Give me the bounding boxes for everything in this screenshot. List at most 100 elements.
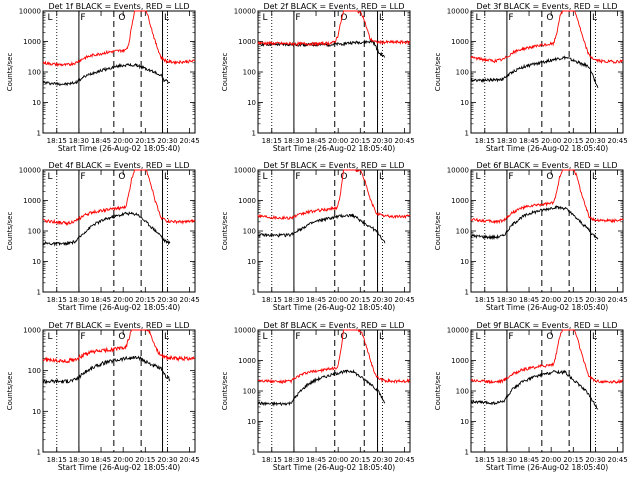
x-axis-label: Start Time (26-Aug-02 18:05:40): [58, 303, 180, 312]
plot-frame: [470, 169, 624, 293]
y-tick-label: 1000: [451, 197, 469, 205]
marker-l: L: [592, 332, 597, 342]
series-events-line: [42, 62, 170, 87]
y-tick-label: 10: [460, 258, 469, 266]
marker-f: F: [80, 13, 85, 23]
x-tick-label: 20:15: [135, 296, 155, 304]
series-events-line: [257, 369, 386, 407]
marker-l: L: [476, 172, 481, 182]
marker-f: F: [295, 13, 300, 23]
y-axis-label: Counts/sec: [6, 372, 14, 411]
plot-frame: [470, 329, 624, 453]
chart-title: Det 7f BLACK = Events, RED = LLD: [48, 321, 189, 330]
chart-title: Det 4f BLACK = Events, RED = LLD: [48, 161, 189, 170]
x-tick-label: 20:30: [157, 137, 177, 145]
x-axis-label: Start Time (26-Aug-02 18:05:40): [273, 303, 395, 312]
series-lld-line: [470, 10, 624, 65]
marker-o: O: [118, 172, 125, 182]
y-tick-label: 1000: [238, 357, 256, 365]
y-tick-label: 10: [247, 258, 256, 266]
y-axis-label: Counts/sec: [221, 372, 229, 411]
x-tick-label: 20:15: [350, 296, 370, 304]
y-tick-label: 1: [465, 449, 469, 457]
x-tick-label: 18:15: [262, 137, 282, 145]
marker-l: L: [379, 172, 384, 182]
chart-title: Det 6f BLACK = Events, RED = LLD: [476, 161, 617, 170]
marker-f: F: [508, 172, 513, 182]
chart-panel-4: Det 4f BLACK = Events, RED = LLD 1 10 100 10…: [6, 161, 200, 312]
y-tick-label: 1: [37, 289, 41, 297]
x-tick-label: 20:45: [179, 456, 199, 464]
y-tick-label: 1: [252, 289, 256, 297]
y-tick-label: 1: [37, 449, 41, 457]
y-tick-label: 1000: [23, 327, 41, 335]
x-tick-label: 20:45: [394, 137, 414, 145]
y-tick-label: 1000: [238, 197, 256, 205]
x-tick-label: 20:30: [372, 456, 392, 464]
series-events-line: [470, 205, 599, 241]
x-tick-label: 18:30: [69, 456, 89, 464]
y-tick-label: 10: [247, 418, 256, 426]
x-tick-label: 18:30: [497, 296, 517, 304]
x-tick-label: 20:45: [179, 137, 199, 145]
y-tick-label: 1: [465, 289, 469, 297]
plot-frame: [42, 329, 196, 453]
x-tick-label: 20:15: [135, 456, 155, 464]
y-tick-label: 10000: [234, 167, 256, 175]
x-tick-label: 18:15: [262, 296, 282, 304]
x-tick-label: 18:45: [519, 296, 539, 304]
marker-o: O: [340, 172, 347, 182]
y-tick-label: 1000: [23, 38, 41, 46]
y-tick-label: 100: [28, 367, 41, 375]
marker-f: F: [508, 13, 513, 23]
marker-l: L: [263, 332, 268, 342]
series-events-line: [42, 211, 171, 247]
x-tick-label: 20:30: [585, 296, 605, 304]
x-tick-label: 18:45: [519, 137, 539, 145]
plot-frame: [257, 10, 411, 134]
marker-l: L: [164, 172, 169, 182]
x-tick-label: 20:15: [563, 296, 583, 304]
marker-o: O: [118, 332, 125, 342]
plot-frame: [470, 10, 624, 134]
chart-panel-5: Det 5f BLACK = Events, RED = LLD 1 10 100 10…: [221, 161, 415, 312]
plot-frame: [42, 10, 196, 134]
x-tick-label: 20:45: [394, 456, 414, 464]
y-tick-label: 10000: [447, 8, 469, 16]
marker-f: F: [80, 332, 85, 342]
y-tick-label: 10: [32, 99, 41, 107]
y-tick-label: 100: [456, 69, 469, 77]
marker-o: O: [546, 332, 553, 342]
x-tick-label: 20:00: [328, 456, 348, 464]
x-tick-label: 18:45: [519, 456, 539, 464]
x-axis-label: Start Time (26-Aug-02 18:05:40): [273, 144, 395, 153]
chart-panel-1: Det 1f BLACK = Events, RED = LLD 1 10 100 10…: [6, 2, 200, 153]
x-tick-label: 20:15: [563, 456, 583, 464]
y-tick-label: 10: [460, 418, 469, 426]
y-tick-label: 1000: [451, 38, 469, 46]
x-tick-label: 18:15: [47, 456, 67, 464]
x-axis-label: Start Time (26-Aug-02 18:05:40): [486, 144, 608, 153]
y-tick-label: 100: [28, 69, 41, 77]
chart-title: Det 9f BLACK = Events, RED = LLD: [476, 321, 617, 330]
marker-o: O: [340, 13, 347, 23]
marker-l: L: [379, 332, 384, 342]
chart-title: Det 5f BLACK = Events, RED = LLD: [263, 161, 404, 170]
x-tick-label: 20:45: [607, 296, 627, 304]
x-tick-label: 20:00: [328, 137, 348, 145]
series-events-line: [43, 355, 171, 385]
x-tick-label: 20:30: [585, 137, 605, 145]
x-tick-label: 18:15: [47, 137, 67, 145]
marker-l: L: [263, 172, 268, 182]
series-lld-line: [470, 169, 624, 225]
x-tick-label: 18:30: [284, 296, 304, 304]
y-tick-label: 10: [32, 408, 41, 416]
y-tick-label: 10: [32, 258, 41, 266]
y-tick-label: 100: [28, 228, 41, 236]
x-tick-label: 20:45: [179, 296, 199, 304]
y-tick-label: 100: [243, 69, 256, 77]
x-tick-label: 20:15: [135, 137, 155, 145]
y-tick-label: 10000: [234, 8, 256, 16]
series-lld-line: [43, 169, 196, 226]
x-axis-label: Start Time (26-Aug-02 18:05:40): [486, 463, 608, 472]
